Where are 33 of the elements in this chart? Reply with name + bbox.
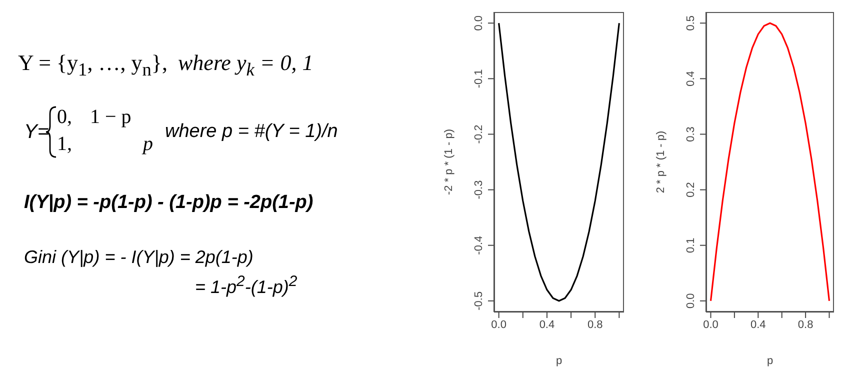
y-axis-title: -2 * p * (1 - p)	[442, 128, 455, 196]
y-tick-label: 0.3	[685, 126, 697, 142]
text: 0,	[57, 106, 72, 129]
text: 1,	[57, 133, 72, 156]
text: Y=	[24, 121, 50, 144]
y-tick-label: -0.2	[473, 124, 485, 144]
x-tick-label: 0.8	[587, 318, 603, 331]
text: Y = {y$_{1}$, …, y$_{n}$},	[18, 50, 168, 80]
x-tick-label: 0.4	[539, 318, 555, 331]
x-axis-title: p	[766, 355, 774, 367]
text: where y$_{k}$ = 0, 1	[178, 50, 314, 80]
text: p	[143, 133, 153, 156]
x-tick-label: 0.0	[491, 318, 506, 331]
y-tick-label: 0.1	[685, 238, 697, 253]
y-tick-label: 0.0	[685, 293, 697, 309]
y-tick-label: -0.4	[473, 236, 485, 255]
text: Gini (Y|p) = - I(Y|p) = 2p(1-p)	[24, 247, 254, 268]
y-tick-label: 0.2	[685, 182, 697, 198]
x-tick-label: 0.8	[798, 318, 814, 331]
x-tick-label: 0.0	[703, 318, 718, 331]
text: = 1-p$^{2}$-(1-p)$^{2}$	[195, 273, 298, 298]
y-tick-label: 0.5	[685, 15, 697, 31]
x-axis-title: p	[556, 355, 562, 367]
y-tick-label: 0.4	[685, 71, 697, 86]
text: where p = #(Y = 1)/n	[165, 121, 338, 143]
text: I(Y|p) = -p(1-p) - (1-p)p = -2p(1-p)	[24, 192, 314, 214]
y-tick-label: -0.1	[473, 69, 485, 88]
y-tick-label: -0.5	[473, 291, 485, 310]
y-tick-label: 0.0	[473, 15, 485, 31]
x-tick-label: 0.4	[750, 318, 766, 331]
y-tick-label: -0.3	[473, 180, 485, 200]
text: 1 − p	[90, 106, 132, 129]
y-axis-title: 2 * p * (1 - p)	[654, 130, 667, 194]
